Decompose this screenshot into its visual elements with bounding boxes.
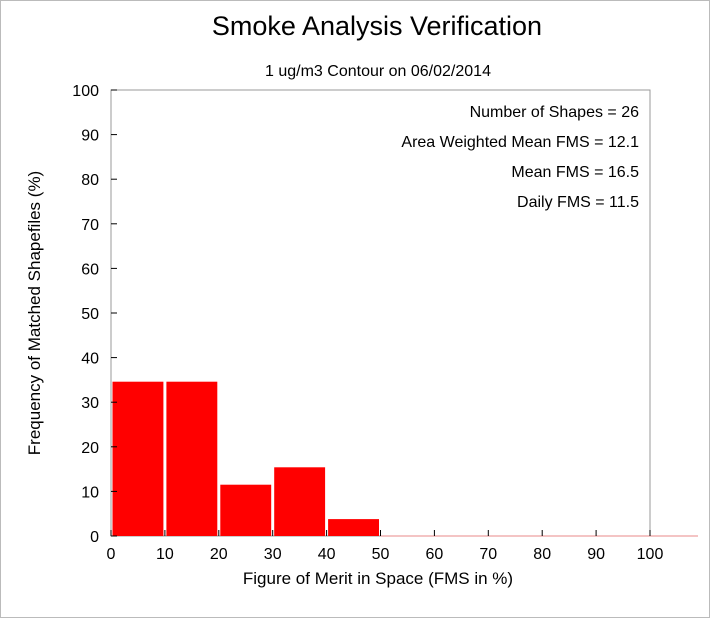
x-tick-label-90: 90 [587, 546, 605, 563]
x-tick-label-30: 30 [264, 546, 282, 563]
stat-line-3: Daily FMS = 11.5 [517, 194, 639, 211]
y-tick-label-60: 60 [81, 261, 99, 278]
y-axis-label: Frequency of Matched Shapefiles (%) [25, 171, 44, 455]
histogram-bar-4 [328, 519, 379, 536]
y-tick-label-80: 80 [81, 172, 99, 189]
chart-title: Smoke Analysis Verification [212, 11, 542, 41]
y-tick-label-30: 30 [81, 395, 99, 412]
stat-line-1: Area Weighted Mean FMS = 12.1 [401, 134, 639, 151]
histogram-bar-2 [220, 484, 272, 536]
stats-annotations: Number of Shapes = 26 Area Weighted Mean … [401, 104, 639, 211]
histogram-bar-1 [166, 381, 218, 536]
x-tick-label-20: 20 [210, 546, 228, 563]
stat-line-0: Number of Shapes = 26 [470, 104, 640, 121]
y-tick-label-20: 20 [81, 440, 99, 457]
axes-group: 0 10 20 30 40 50 60 70 80 90 100 0 10 20 30 40 50 60 70 80 9… [72, 83, 663, 563]
x-tick-label-100: 100 [637, 546, 664, 563]
x-tick-label-0: 0 [107, 546, 116, 563]
bars-group [112, 381, 698, 537]
x-axis-label: Figure of Merit in Space (FMS in %) [243, 569, 513, 588]
x-tick-label-40: 40 [318, 546, 336, 563]
y-tick-label-0: 0 [90, 529, 99, 546]
x-tick-label-80: 80 [533, 546, 551, 563]
y-tick-label-90: 90 [81, 128, 99, 145]
y-tick-label-100: 100 [72, 83, 99, 100]
y-tick-label-10: 10 [81, 484, 99, 501]
x-tick-label-60: 60 [426, 546, 444, 563]
x-tick-label-70: 70 [479, 546, 497, 563]
stat-line-2: Mean FMS = 16.5 [511, 164, 639, 181]
y-tick-label-70: 70 [81, 217, 99, 234]
y-tick-label-40: 40 [81, 351, 99, 368]
y-tick-label-50: 50 [81, 306, 99, 323]
histogram-bar-3 [274, 467, 326, 536]
x-tick-label-10: 10 [156, 546, 174, 563]
histogram-bar-0 [112, 381, 164, 536]
chart-subtitle: 1 ug/m3 Contour on 06/02/2014 [265, 63, 491, 80]
x-tick-label-50: 50 [372, 546, 390, 563]
